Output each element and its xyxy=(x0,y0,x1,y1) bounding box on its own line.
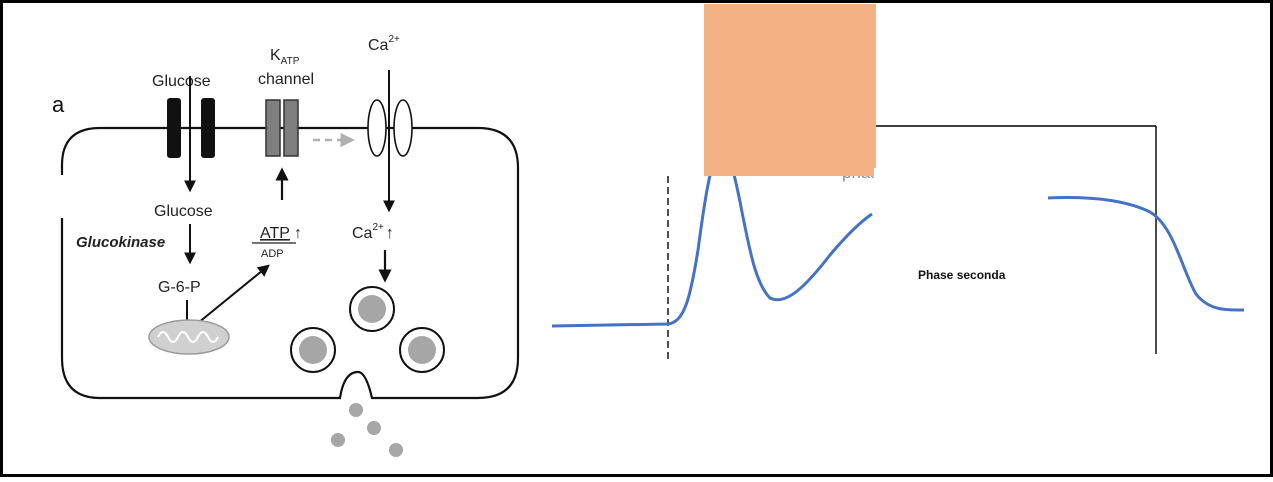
glucose-outside-label: Glucose xyxy=(152,73,211,90)
panel-b: phase Phase seconda xyxy=(551,4,1245,362)
mitochondrion-icon xyxy=(148,319,230,355)
insulin-secretion-curve xyxy=(551,146,873,328)
insulin-granule xyxy=(399,327,445,373)
insulin-secretion-curve-tail xyxy=(1045,196,1245,312)
glucose-transporter xyxy=(167,98,215,158)
second-phase-label: Phase seconda xyxy=(918,268,1006,282)
katp-channel-label: channel xyxy=(258,71,314,88)
overlay-block xyxy=(704,4,876,176)
insulin-granule xyxy=(290,327,336,373)
calcium-inside-label: Ca2+ ↑ xyxy=(352,222,394,242)
cell-membrane xyxy=(60,126,520,400)
atp-label: ATP ↑ xyxy=(260,225,302,242)
glucose-inside-label: Glucose xyxy=(154,203,213,220)
panel-a: a Glucose KATP channel Ca2+ xyxy=(52,34,520,457)
calcium-channel xyxy=(367,99,413,157)
released-insulin-dots xyxy=(331,403,403,457)
katp-label-k: KATP xyxy=(270,47,300,67)
calcium-outside-label: Ca2+ xyxy=(368,34,400,54)
adp-label: ADP xyxy=(261,248,284,260)
g6p-label: G-6-P xyxy=(158,279,201,296)
insulin-granule xyxy=(349,286,395,332)
panel-letter-a: a xyxy=(52,92,65,117)
glucokinase-label: Glucokinase xyxy=(76,234,165,251)
katp-channel xyxy=(265,99,299,157)
mask-box xyxy=(874,168,1048,354)
